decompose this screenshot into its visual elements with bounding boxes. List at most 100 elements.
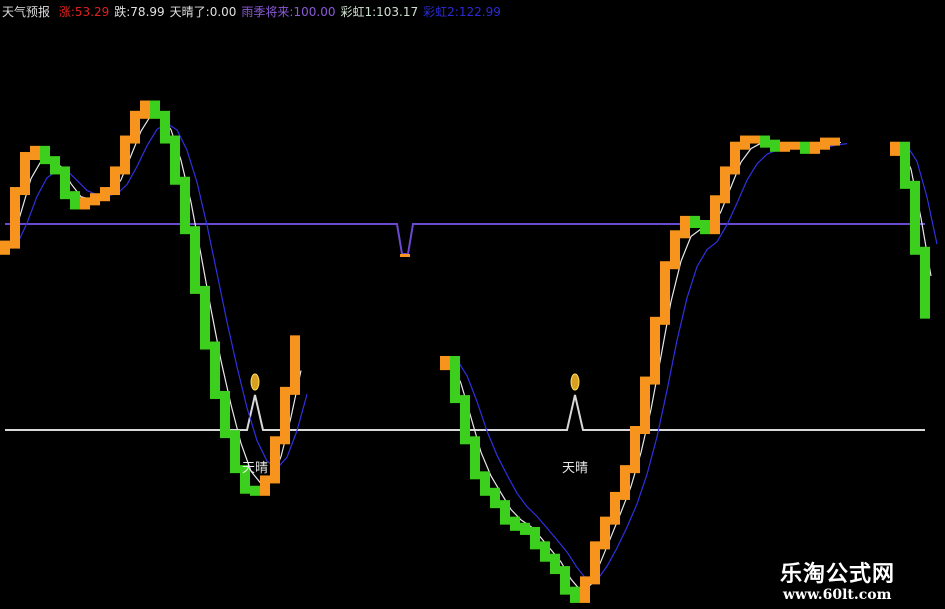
fall-block (470, 436, 480, 480)
fall-block (520, 522, 530, 535)
rise-block (790, 141, 800, 150)
rise-block (740, 135, 750, 150)
fall-block (450, 355, 460, 404)
rise-block (890, 141, 900, 156)
rise-block (620, 465, 630, 500)
rise-block (810, 141, 820, 154)
rise-block (120, 135, 130, 175)
fall-block (760, 135, 770, 148)
header-item: 雨季将来:100.00 (241, 5, 335, 19)
indicator-header: 天气预报 涨:53.29 跌:78.99 天晴了:0.00 雨季将来:100.00 彩虹… (2, 3, 506, 20)
fall-block (560, 566, 570, 595)
header-item-label: 天晴了: (169, 5, 210, 19)
dip-marker (400, 254, 410, 257)
header-item-label: 雨季将来: (241, 5, 294, 19)
rainbow2-line (906, 145, 938, 245)
fall-block (40, 145, 50, 165)
rise-block (30, 145, 40, 161)
fall-block (570, 586, 580, 603)
rise-block (80, 197, 90, 210)
header-item-label: 彩虹1: (340, 5, 377, 19)
rise-block (780, 141, 790, 152)
fall-block (160, 110, 170, 144)
rise-block (280, 386, 290, 445)
watermark-url: www.60lt.com (783, 587, 892, 603)
sunny-line (5, 394, 925, 431)
watermark-title: 乐淘公式网 (780, 562, 896, 587)
rise-block (710, 195, 720, 235)
fall-block (150, 100, 160, 119)
rise-block (130, 110, 140, 144)
fall-block (530, 526, 540, 550)
rise-block (270, 436, 280, 484)
header-item-label: 彩虹2: (423, 5, 459, 19)
rise-block (260, 475, 270, 496)
header-item-value: 78.99 (130, 5, 165, 19)
sun-icon (570, 373, 580, 391)
signal-label: 天晴 (242, 461, 268, 476)
rise-block (580, 576, 590, 603)
fall-block (900, 141, 910, 189)
rise-block (90, 193, 100, 206)
rise-block (670, 230, 680, 270)
rise-block (820, 137, 830, 150)
fall-block (770, 139, 780, 152)
fall-block (550, 553, 560, 575)
rise-block (680, 215, 690, 239)
header-item-label: 跌: (114, 5, 131, 19)
rise-block (830, 137, 840, 146)
fall-block (200, 285, 210, 350)
fall-block (480, 471, 490, 496)
fall-block (190, 226, 200, 294)
fall-block (690, 215, 700, 228)
fall-block (70, 191, 80, 210)
rise-block (290, 335, 300, 395)
header-item-value: 53.29 (74, 5, 110, 19)
rise-block (600, 516, 610, 550)
fall-block (920, 246, 930, 319)
header-item-value: 122.99 (458, 5, 501, 19)
fall-block (540, 541, 550, 562)
fall-block (910, 180, 920, 255)
header-item: 天晴了:0.00 (170, 5, 237, 19)
fall-block (50, 156, 60, 175)
signal-label: 天晴 (562, 461, 588, 476)
rise-block (440, 355, 450, 371)
header-item: 跌:78.99 (114, 5, 164, 19)
rain-line (5, 223, 925, 255)
rise-block (100, 187, 110, 202)
rise-block (640, 376, 650, 434)
rise-block (730, 141, 740, 175)
fall-block (500, 500, 510, 525)
header-item: 彩虹1:103.17 (340, 5, 418, 19)
header-item-label: 涨: (58, 5, 75, 19)
rise-block (590, 541, 600, 585)
rise-block (630, 426, 640, 474)
fall-block (170, 135, 180, 185)
header-item-value: 0.00 (209, 5, 237, 19)
rise-block (110, 166, 120, 196)
rise-block (660, 261, 670, 325)
header-item-value: 103.17 (376, 5, 419, 19)
header-item: 涨:53.29 (59, 5, 109, 19)
rise-block (750, 135, 760, 144)
fall-block (210, 341, 220, 399)
rise-block (650, 316, 660, 385)
fall-block (490, 487, 500, 509)
rise-block (20, 152, 30, 196)
rise-block (140, 100, 150, 119)
indicator-name: 天气预报 (2, 5, 51, 19)
fall-block (700, 220, 710, 235)
rise-block (0, 240, 10, 255)
fall-block (240, 465, 250, 494)
fall-block (180, 176, 190, 235)
fall-block (230, 430, 240, 474)
rise-block (10, 187, 20, 249)
fall-block (460, 395, 470, 445)
fall-block (220, 390, 230, 439)
header-item-value: 100.00 (293, 5, 336, 19)
fall-block (250, 485, 260, 496)
fall-block (800, 141, 810, 154)
fall-block (510, 516, 520, 531)
